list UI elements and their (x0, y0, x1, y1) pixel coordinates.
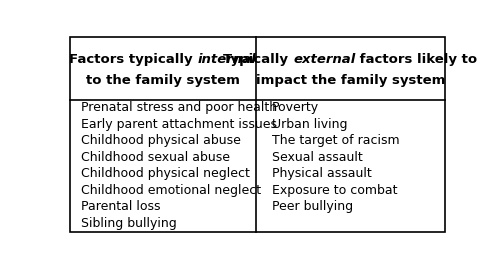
Text: Typically: Typically (223, 53, 293, 66)
Text: Peer bullying: Peer bullying (271, 200, 352, 213)
Text: Sibling bullying: Sibling bullying (81, 217, 177, 230)
Text: impact the family system: impact the family system (255, 74, 444, 87)
Text: to the family system: to the family system (86, 74, 239, 87)
Text: Urban living: Urban living (271, 118, 347, 131)
Text: Childhood physical neglect: Childhood physical neglect (81, 167, 250, 180)
Text: Prenatal stress and poor health: Prenatal stress and poor health (81, 101, 277, 114)
Text: Early parent attachment issues: Early parent attachment issues (81, 118, 277, 131)
Text: internal: internal (197, 53, 256, 66)
Text: Factors typically: Factors typically (69, 53, 197, 66)
Text: Exposure to combat: Exposure to combat (271, 184, 396, 197)
Text: Physical assault: Physical assault (271, 167, 371, 180)
Text: Poverty: Poverty (271, 101, 318, 114)
Text: Childhood sexual abuse: Childhood sexual abuse (81, 151, 230, 164)
Text: Childhood physical abuse: Childhood physical abuse (81, 134, 241, 147)
Text: Sexual assault: Sexual assault (271, 151, 362, 164)
Text: external: external (293, 53, 355, 66)
Text: Parental loss: Parental loss (81, 200, 161, 213)
Text: The target of racism: The target of racism (271, 134, 398, 147)
Text: factors likely to: factors likely to (355, 53, 476, 66)
Text: Childhood emotional neglect: Childhood emotional neglect (81, 184, 261, 197)
